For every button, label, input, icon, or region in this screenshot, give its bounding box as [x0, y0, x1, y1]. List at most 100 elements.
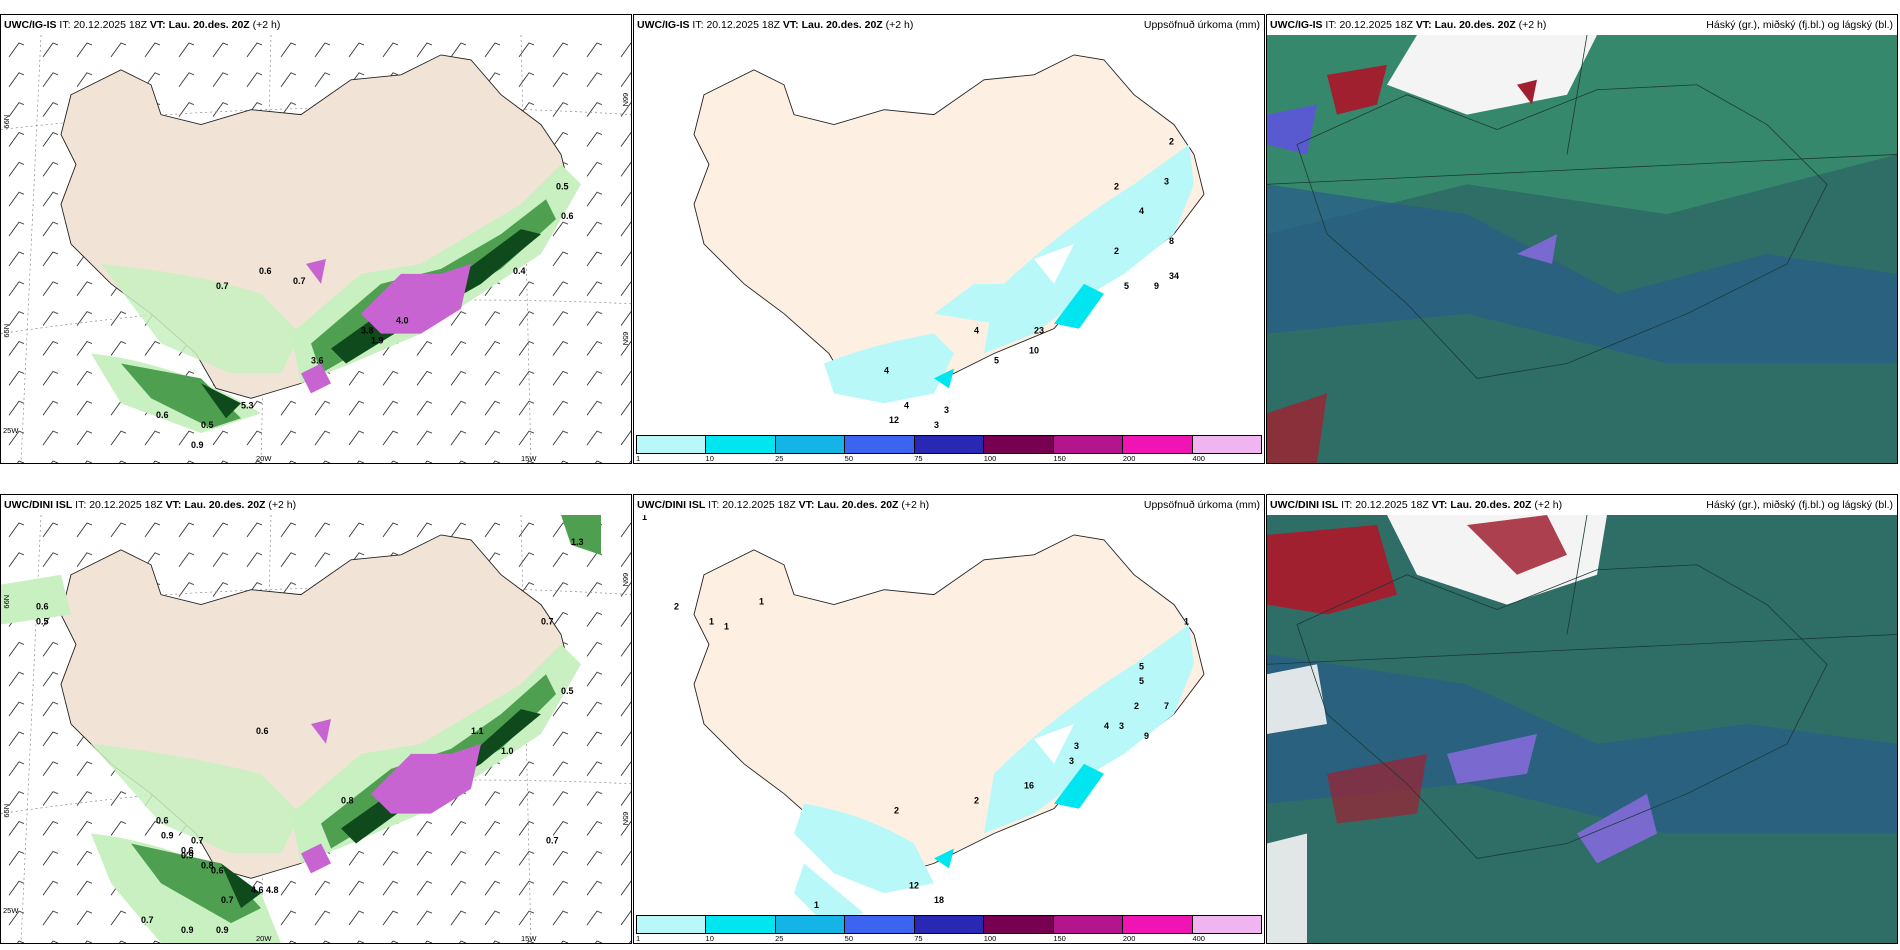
map-value-label: 0.6 [259, 266, 272, 276]
colorbar-tick-label: 150 [1053, 934, 1066, 943]
colorbar-tick-label: 150 [1053, 454, 1066, 463]
map-value-label: 1 [759, 597, 764, 607]
panel-header: UWC/IG-IS IT: 20.12.2025 18Z VT: Lau. 20… [1, 15, 631, 35]
map-value-label: 3 [1069, 756, 1074, 766]
map-value-label: 1 [709, 617, 714, 627]
colorbar-tick-label: 10 [705, 934, 714, 943]
map-value-label: 1 [724, 621, 729, 631]
precip-map: 1121111557234933162212118 [634, 515, 1264, 943]
it-label: IT: [1325, 19, 1337, 31]
map-value-label: 9 [1154, 281, 1159, 291]
map-value-label: 12 [889, 415, 899, 425]
precip-map: 2 3 2 4 8 4 3 9 5 2 4 23 10 5 4 4 12 3 3 [634, 35, 1264, 463]
map-value-label: 4.8 [266, 885, 279, 895]
axis-label-25w: 25W [3, 906, 19, 915]
colorbar-tick-label: 400 [1192, 454, 1205, 463]
map-value-label: 1 [1184, 617, 1189, 627]
colorbar-tick-label: 50 [844, 934, 853, 943]
vt-value: Lau. 20.des. 20Z [817, 499, 899, 511]
vt-value: Lau. 20.des. 20Z [1434, 19, 1516, 31]
axis-label-25w: 25W [3, 426, 19, 435]
it-value: 20.12.2025 18Z [1339, 19, 1413, 31]
map-value-label: 1.9 [371, 336, 384, 346]
map-value-label: 3.8 [361, 326, 374, 336]
vt-value: Lau. 20.des. 20Z [168, 19, 250, 31]
colorbar-swatch [775, 436, 846, 453]
it-value: 20.12.2025 18Z [722, 499, 796, 511]
vt-label: VT: [798, 499, 815, 511]
panel-bottom-right-clouds: UWC/DINI ISL IT: 20.12.2025 18Z VT: Lau.… [1266, 494, 1898, 944]
map-value-label: 0.6 [181, 845, 194, 855]
map-value-label: 2 [1114, 181, 1119, 191]
map-value-label: 3 [1119, 721, 1124, 731]
it-value: 20.12.2025 18Z [73, 19, 147, 31]
map-value-label: 0.7 [141, 915, 154, 925]
colorbar-tick-label: 100 [983, 454, 997, 463]
panel-header: UWC/DINI ISL IT: 20.12.2025 18Z VT: Lau.… [634, 495, 1264, 515]
colorbar: 1 10 25 50 75 100 150 200 400 [636, 915, 1262, 943]
map-value-label: 0.6 [156, 816, 169, 826]
wind-map: 0.6 0.5 0.6 0.8 0.7 1.1 1.0 0.5 0.7 0.6 0.9 0.6 0.7 0… [1, 515, 631, 943]
map-value-label: 1.3 [571, 537, 584, 547]
model-name: UWC/IG-IS [1270, 19, 1323, 31]
panel-bottom-left-wind: UWC/DINI ISL IT: 20.12.2025 18Z VT: Lau.… [0, 494, 632, 944]
axis-label-65n-right: 65N [621, 812, 630, 826]
axis-label-65n: 65N [2, 324, 11, 338]
vt-label: VT: [165, 499, 182, 511]
lead-time: (+2 h) [1518, 19, 1547, 31]
map-value-label: 0.5 [561, 686, 574, 696]
vt-label: VT: [1431, 499, 1448, 511]
map-value-label: 2 [1134, 701, 1139, 711]
map-value-label: 3 [944, 405, 949, 415]
map-value-label: 2 [894, 806, 899, 816]
it-label: IT: [75, 499, 87, 511]
colorbar-swatch [1123, 916, 1193, 933]
map-value-label: 4.0 [396, 316, 409, 326]
map-value-label: 0.6 [211, 865, 224, 875]
panel-header: UWC/DINI ISL IT: 20.12.2025 18Z VT: Lau.… [1267, 495, 1897, 515]
colorbar-swatch [1053, 916, 1124, 933]
colorbar-swatch [1192, 916, 1261, 933]
axis-label-66n-right: 66N [621, 573, 630, 587]
axis-label-66n-right: 66N [621, 93, 630, 107]
map-svg: 0.5 0.6 0.4 0.6 0.7 0.7 5.3 0.6 0.5 0.9 4.0 3.8 3.6 1… [1, 35, 631, 463]
lead-time: (+2 h) [252, 19, 281, 31]
map-value-label: 1.1 [471, 726, 484, 736]
axis-label-65n: 65N [2, 804, 11, 818]
lead-time: (+2 h) [901, 499, 930, 511]
colorbar-swatch [914, 436, 985, 453]
panel-header: UWC/IG-IS IT: 20.12.2025 18Z VT: Lau. 20… [1267, 15, 1897, 35]
colorbar-swatch [914, 916, 985, 933]
axis-label-20w: 20W [256, 934, 272, 943]
cloud-map [1267, 35, 1897, 463]
panel-title: Háský (gr.), miðský (fj.bl.) og lágský (… [1706, 499, 1893, 511]
map-value-label: 0.6 [256, 726, 269, 736]
colorbar-tick-label: 100 [983, 934, 997, 943]
map-value-label: 5 [1139, 661, 1144, 671]
colorbar-swatch [775, 916, 846, 933]
map-value-label: 0.8 [201, 860, 214, 870]
axis-label-15w: 15W [521, 454, 537, 463]
colorbar-tick-label: 1 [636, 454, 641, 463]
map-value-label: 16 [1024, 781, 1034, 791]
map-value-label: 9 [1144, 731, 1149, 741]
map-value-label: 0.9 [161, 831, 174, 841]
map-svg [1267, 515, 1897, 943]
map-value-label: 3 [934, 420, 939, 430]
map-value-label: 0.4 [513, 266, 526, 276]
map-value-label: 0.5 [36, 617, 49, 627]
map-value-label: 3 [1169, 271, 1174, 281]
map-value-label: 12 [909, 880, 919, 890]
map-value-label: 4 [904, 400, 909, 410]
vt-label: VT: [1415, 19, 1432, 31]
map-svg [1267, 35, 1897, 463]
axis-label-66n: 66N [2, 595, 11, 609]
model-name: UWC/DINI ISL [4, 499, 73, 511]
map-value-label: 0.7 [216, 281, 229, 291]
colorbar-tick-label: 1 [636, 934, 641, 943]
map-value-label: 1 [814, 900, 819, 910]
map-value-label: 0.9 [191, 440, 204, 450]
panel-top-left-wind: UWC/IG-IS IT: 20.12.2025 18Z VT: Lau. 20… [0, 14, 632, 464]
colorbar-swatch [984, 436, 1054, 453]
